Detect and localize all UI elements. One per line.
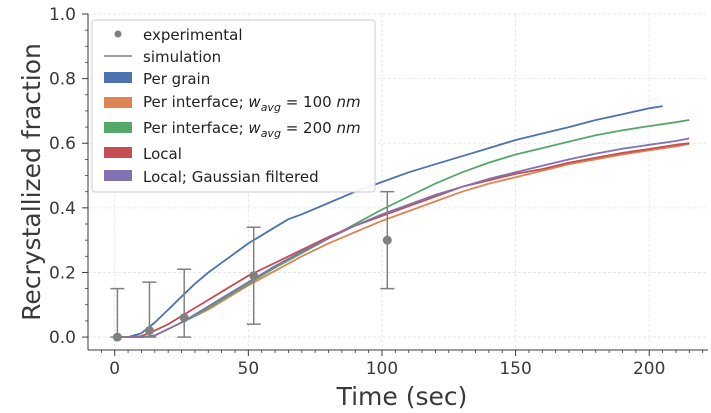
- legend-frame: [91, 19, 376, 193]
- legend-label-experimental: experimental: [143, 26, 243, 44]
- y-axis-title: Recrystallized fraction: [17, 43, 46, 321]
- legend-label-local: Local: [143, 145, 182, 163]
- series-line-per-grain: [114, 105, 663, 338]
- y-tick-label: 0.2: [49, 263, 76, 283]
- legend-swatch-per-grain: [104, 72, 132, 83]
- x-tick-label: 200: [633, 359, 665, 379]
- ticks: 0 50 100 150 200 0.0 0.2 0.4 0.6 0.8 1.0: [49, 5, 704, 379]
- x-tick-label: 0: [109, 359, 120, 379]
- experimental-point: [112, 332, 122, 342]
- legend-label-per-interface-200: Per interface; wavg = 200 nm: [143, 119, 361, 140]
- y-tick-label: 0.0: [49, 328, 76, 348]
- experimental-point: [179, 313, 189, 323]
- experimental-points: [110, 190, 395, 342]
- legend-swatch-per-interface-200: [104, 122, 132, 133]
- y-tick-label: 0.4: [49, 199, 76, 219]
- legend-label-per-interface-100: Per interface; wavg = 100 nm: [143, 93, 361, 114]
- x-tick-label: 100: [366, 359, 398, 379]
- y-tick-label: 0.6: [49, 134, 76, 154]
- legend-swatch-local: [104, 147, 132, 158]
- y-tick-label: 1.0: [49, 5, 76, 25]
- experimental-point: [249, 271, 259, 281]
- x-axis-title: Time (sec): [336, 382, 468, 411]
- axes: [87, 14, 708, 351]
- legend-marker-experimental: [114, 30, 122, 38]
- legend-label-simulation: simulation: [143, 48, 221, 66]
- legend: experimental simulation Per grain Per in…: [91, 19, 376, 193]
- legend-label-local-gaussian: Local; Gaussian filtered: [143, 168, 319, 186]
- legend-label-per-grain: Per grain: [143, 70, 210, 88]
- experimental-point: [144, 326, 154, 336]
- experimental-point: [382, 235, 392, 245]
- legend-swatch-per-interface-100: [104, 97, 132, 108]
- x-tick-label: 50: [238, 359, 260, 379]
- legend-swatch-local-gaussian: [104, 170, 132, 181]
- y-tick-label: 0.8: [49, 70, 76, 90]
- x-tick-label: 150: [499, 359, 531, 379]
